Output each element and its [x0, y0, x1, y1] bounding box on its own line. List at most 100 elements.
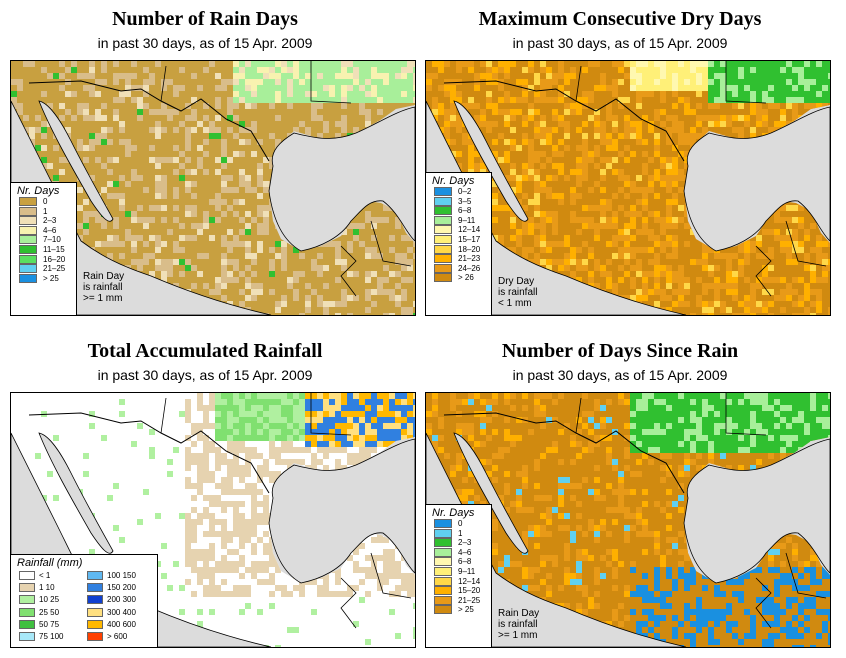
legend-label: 4–6 — [43, 226, 56, 236]
legend-swatch — [434, 254, 452, 263]
since-rain-panel: Number of Days Since Rain in past 30 day… — [415, 332, 825, 652]
legend-swatch — [19, 255, 37, 264]
legend-entry: 0 — [11, 197, 76, 207]
legend-label: 150 200 — [107, 583, 136, 594]
rain-days-panel: Number of Rain Days in past 30 days, as … — [0, 0, 410, 320]
legend-label: 50 75 — [39, 620, 59, 631]
legend-entry: 2–3 — [426, 538, 491, 548]
legend-swatch — [87, 571, 103, 580]
legend-rows: 0 1 2–3 4–6 6–8 9–11 12–14 15–20 21–25 > 25 — [426, 519, 491, 615]
legend-rows: 0 1 2–3 4–6 7–10 11–15 16–20 21–25 > 25 — [11, 197, 76, 283]
legend-swatch — [434, 538, 452, 547]
legend-label: 1 10 — [39, 583, 55, 594]
legend-label: 9–11 — [458, 567, 475, 577]
legend: Nr. Days 0 1 2–3 4–6 6–8 9–11 12–14 15–20 21–25 >… — [426, 504, 492, 647]
legend-swatch — [87, 608, 103, 617]
legend-label: 18–20 — [458, 245, 480, 255]
legend-entry: 150 200 — [79, 583, 147, 594]
map-note: Rain Day is rainfall >= 1 mm — [83, 271, 124, 304]
legend-swatch — [434, 519, 452, 528]
legend-label: 25 50 — [39, 608, 59, 619]
panel-subtitle: in past 30 days, as of 15 Apr. 2009 — [0, 35, 410, 51]
legend-entry: 6–8 — [426, 206, 491, 216]
legend-entry: 400 600 — [79, 620, 147, 631]
panel-title: Number of Days Since Rain — [415, 340, 825, 363]
legend-label: 0 — [458, 519, 462, 529]
legend-entry: 1 — [426, 529, 491, 539]
legend-swatch — [19, 216, 37, 225]
legend-entry: 18–20 — [426, 245, 491, 255]
panel-title: Number of Rain Days — [0, 8, 410, 31]
legend-swatch — [19, 274, 37, 283]
legend-swatch — [19, 608, 35, 617]
legend-label: 16–20 — [43, 255, 65, 265]
legend-swatch — [434, 586, 452, 595]
legend-label: 3–5 — [458, 197, 471, 207]
legend-entry: 300 400 — [79, 608, 147, 619]
legend-label: 4–6 — [458, 548, 471, 558]
legend-label: 12–14 — [458, 225, 480, 235]
legend-label: < 1 — [39, 571, 50, 582]
legend-swatch — [434, 596, 452, 605]
legend-swatch — [434, 605, 452, 614]
legend-label: 21–23 — [458, 254, 480, 264]
legend-swatch — [87, 632, 103, 641]
legend-label: 21–25 — [458, 596, 480, 606]
legend-entry: 12–14 — [426, 225, 491, 235]
panel-subtitle: in past 30 days, as of 15 Apr. 2009 — [415, 367, 825, 383]
legend-entry: 1 — [11, 207, 76, 217]
legend-label: 24–26 — [458, 264, 480, 274]
panel-subtitle: in past 30 days, as of 15 Apr. 2009 — [415, 35, 825, 51]
legend-swatch — [87, 620, 103, 629]
legend-swatch — [19, 226, 37, 235]
legend-swatch — [434, 216, 452, 225]
legend-entry: 50 75 — [11, 620, 79, 631]
legend-label: 400 600 — [107, 620, 136, 631]
legend-entry: 15–17 — [426, 235, 491, 245]
legend-entry: 16–20 — [11, 255, 76, 265]
legend-swatch — [19, 620, 35, 629]
legend-entry: > 600 — [79, 632, 147, 643]
legend: Rainfall (mm) < 11 10 10 25 25 50 50 75 75 1… — [11, 554, 158, 647]
legend-entry: 24–26 — [426, 264, 491, 274]
legend-swatch — [19, 245, 37, 254]
panel-title: Maximum Consecutive Dry Days — [415, 8, 825, 31]
legend-title: Rainfall (mm) — [11, 555, 157, 569]
legend-swatch — [434, 577, 452, 586]
legend-entry: > 25 — [426, 605, 491, 615]
legend-entry: 21–25 — [426, 596, 491, 606]
legend-label: 2–3 — [458, 538, 471, 548]
legend-swatch — [434, 557, 452, 566]
legend-label: 300 400 — [107, 608, 136, 619]
legend-label: 7–10 — [43, 235, 61, 245]
legend-label: 15–20 — [458, 586, 480, 596]
legend-label: 0–2 — [458, 187, 471, 197]
legend-entry: > 26 — [426, 273, 491, 283]
legend-entry: 21–23 — [426, 254, 491, 264]
legend-label: 75 100 — [39, 632, 63, 643]
legend-swatch — [87, 583, 103, 592]
legend-entry: 9–11 — [426, 216, 491, 226]
legend-label: > 25 — [458, 605, 474, 615]
legend-swatch — [19, 583, 35, 592]
legend-swatch — [19, 235, 37, 244]
legend-entry: 25 50 — [11, 608, 79, 619]
legend-label: 1 — [458, 529, 462, 539]
legend-entry: 10 25 — [11, 595, 79, 606]
legend-label: 15–17 — [458, 235, 480, 245]
panel-subtitle: in past 30 days, as of 15 Apr. 2009 — [0, 367, 410, 383]
legend-entry: 3–5 — [426, 197, 491, 207]
legend-swatch — [434, 197, 452, 206]
legend-entry: 9–11 — [426, 567, 491, 577]
legend-entry: > 25 — [11, 274, 76, 284]
legend-rows: 0–2 3–5 6–8 9–11 12–14 15–17 18–20 21–23 24–26 > … — [426, 187, 491, 283]
legend-entry: 21–25 — [11, 264, 76, 274]
panel-title: Total Accumulated Rainfall — [0, 340, 410, 363]
legend-label: > 26 — [458, 273, 474, 283]
legend-swatch — [19, 571, 35, 580]
legend-swatch — [434, 567, 452, 576]
legend-entry: 1 10 — [11, 583, 79, 594]
legend-title: Nr. Days — [11, 183, 76, 197]
legend-swatch — [19, 595, 35, 604]
